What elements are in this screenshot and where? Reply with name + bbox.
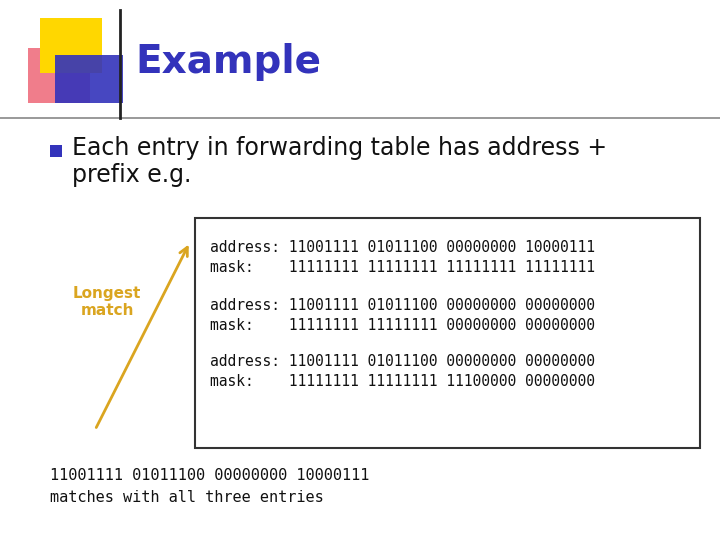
Text: address: 11001111 01011100 00000000 10000111: address: 11001111 01011100 00000000 1000…: [210, 240, 595, 255]
Text: Example: Example: [135, 43, 321, 81]
Text: matches with all three entries: matches with all three entries: [50, 490, 324, 505]
Text: mask:    11111111 11111111 11111111 11111111: mask: 11111111 11111111 11111111 1111111…: [210, 260, 595, 275]
Text: address: 11001111 01011100 00000000 00000000: address: 11001111 01011100 00000000 0000…: [210, 354, 595, 369]
Text: 11001111 01011100 00000000 10000111: 11001111 01011100 00000000 10000111: [50, 468, 369, 483]
Text: mask:    11111111 11111111 00000000 00000000: mask: 11111111 11111111 00000000 0000000…: [210, 318, 595, 333]
Text: Longest
match: Longest match: [73, 286, 141, 318]
Text: address: 11001111 01011100 00000000 00000000: address: 11001111 01011100 00000000 0000…: [210, 298, 595, 313]
Text: Each entry in forwarding table has address +: Each entry in forwarding table has addre…: [72, 136, 607, 160]
Bar: [195, 218, 700, 448]
Text: mask:    11111111 11111111 11100000 00000000: mask: 11111111 11111111 11100000 0000000…: [210, 375, 595, 389]
Bar: [40, 18, 102, 73]
Bar: [55, 55, 123, 103]
Bar: [50, 145, 62, 157]
Bar: [28, 48, 90, 103]
Text: prefix e.g.: prefix e.g.: [72, 163, 192, 187]
